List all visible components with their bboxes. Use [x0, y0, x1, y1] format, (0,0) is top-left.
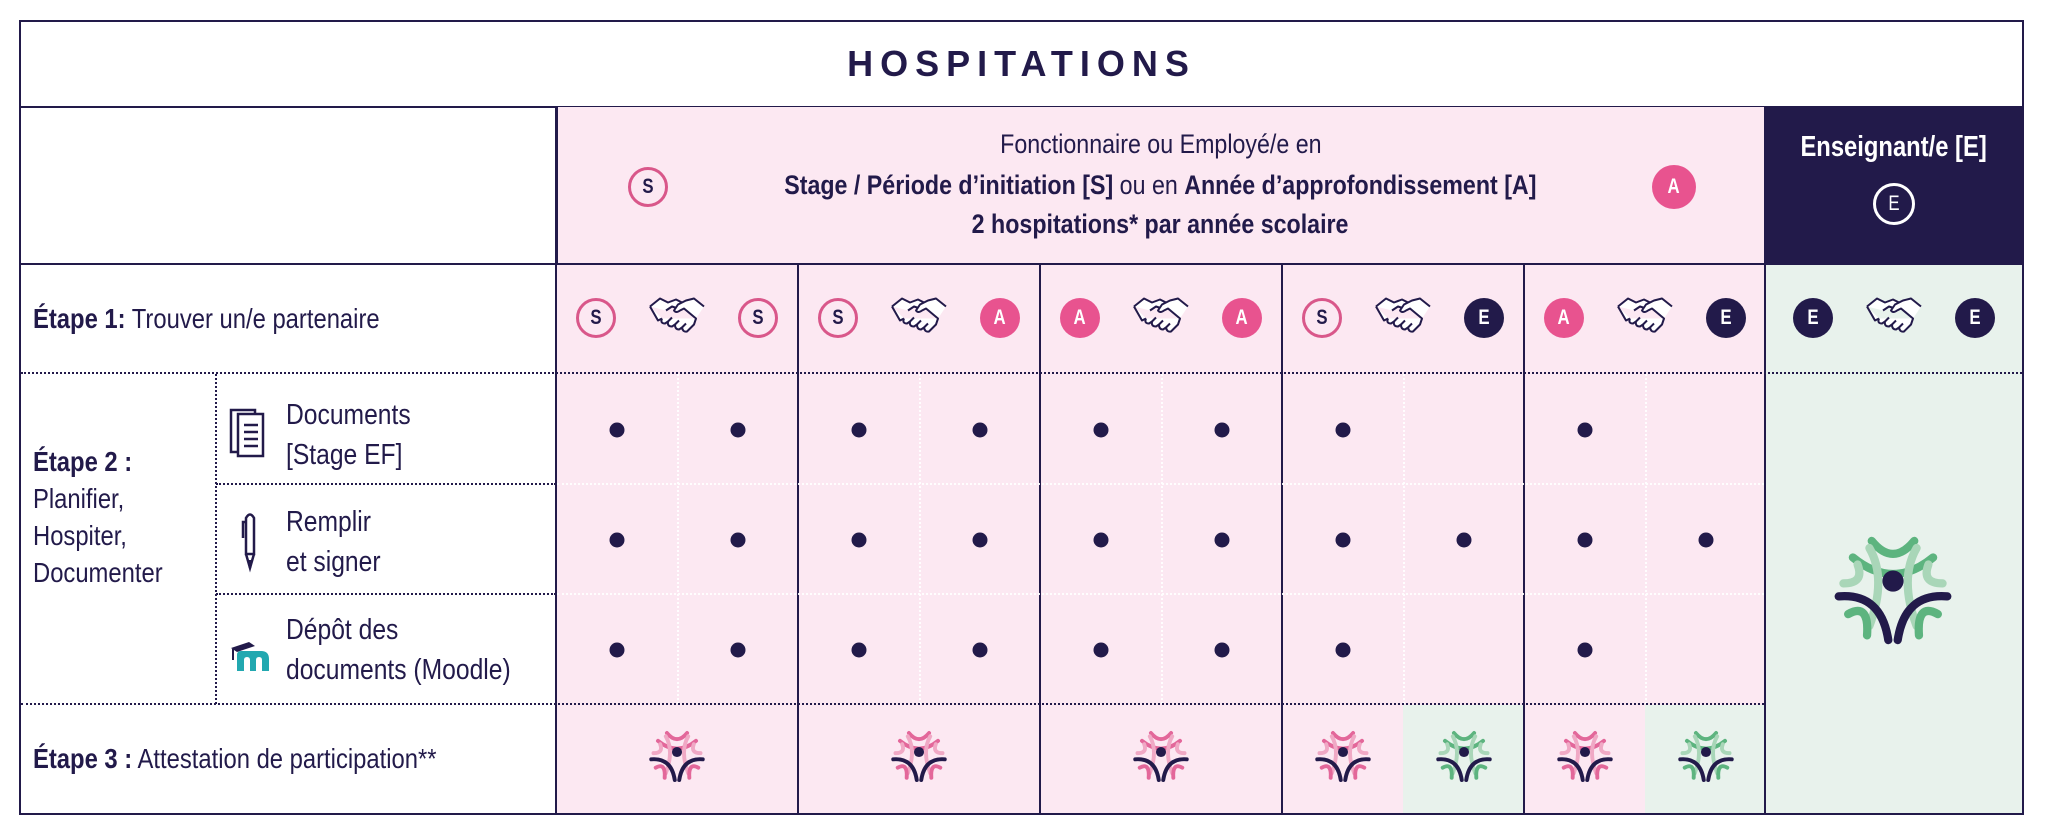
completion-dot — [1214, 642, 1230, 658]
attestation-teacher-half — [1645, 705, 1764, 813]
header-trainee-cell — [556, 107, 1765, 264]
moodle-icon — [229, 638, 273, 677]
completion-dot — [1093, 642, 1109, 658]
col-divider — [797, 264, 799, 814]
completion-dot — [1698, 532, 1714, 548]
handshake-icon — [1616, 295, 1674, 342]
badge-e: E — [1464, 298, 1504, 338]
green-attestation-logo-icon — [1678, 729, 1734, 790]
pink-attestation-logo-icon — [649, 729, 705, 790]
documents-icon — [229, 405, 273, 464]
completion-dot — [609, 642, 625, 658]
completion-dot — [1456, 532, 1472, 548]
trainee-body — [557, 265, 1764, 813]
badge-approfondissement: A — [1652, 165, 1696, 209]
badge-s: S — [576, 298, 616, 338]
attestation-teacher-half — [1403, 705, 1523, 813]
badge-e: E — [1955, 298, 1995, 338]
badge-s: S — [1302, 298, 1342, 338]
handshake-icon — [890, 295, 948, 342]
completion-dot — [1335, 422, 1351, 438]
badge-e: E — [1706, 298, 1746, 338]
col-divider — [1764, 107, 1766, 814]
col-divider — [1281, 264, 1283, 814]
teacher-label: Enseignant/e [E] — [1800, 131, 1988, 163]
completion-dot — [730, 422, 746, 438]
badge-e: E — [1793, 298, 1833, 338]
page-title: HOSPITATIONS — [847, 42, 1196, 84]
pink-attestation-logo-icon — [1133, 729, 1189, 790]
completion-dot — [972, 422, 988, 438]
completion-dot — [609, 532, 625, 548]
col-divider — [555, 107, 557, 814]
step2-label: Étape 2 : Planifier, Hospiter, Documente… — [33, 446, 163, 588]
substep-documents: Documents [Stage EF] — [286, 399, 411, 471]
pen-icon — [240, 510, 260, 579]
completion-dot — [1093, 532, 1109, 548]
completion-dot — [609, 422, 625, 438]
completion-dot — [1577, 532, 1593, 548]
pink-attestation-logo-icon — [1557, 729, 1613, 790]
completion-dot — [972, 642, 988, 658]
badge-stage: S — [628, 167, 668, 207]
header-line1: Fonctionnaire ou Employé/e en — [999, 129, 1322, 159]
completion-dot — [1577, 422, 1593, 438]
divider — [19, 263, 2024, 265]
completion-dot — [1577, 642, 1593, 658]
green-attestation-logo-icon — [1834, 532, 1952, 655]
header-line2: Stage / Période d’initiation [S] ou en A… — [784, 170, 1537, 200]
col-divider — [1523, 264, 1525, 814]
pink-attestation-logo-icon — [1315, 729, 1371, 790]
completion-dot — [730, 532, 746, 548]
handshake-icon — [1132, 295, 1190, 342]
badge-a: A — [980, 298, 1020, 338]
step3-label: Étape 3 : Attestation de participation** — [33, 743, 437, 774]
substep-moodle: Dépôt des documents (Moodle) — [286, 614, 511, 686]
badge-a: A — [1060, 298, 1100, 338]
green-attestation-logo-icon — [1436, 729, 1492, 790]
completion-dot — [1335, 642, 1351, 658]
table-frame — [19, 20, 2024, 815]
completion-dot — [1093, 422, 1109, 438]
badge-a: A — [1544, 298, 1584, 338]
completion-dot — [851, 642, 867, 658]
step1-label: Étape 1: Trouver un/e partenaire — [33, 303, 380, 334]
handshake-icon — [1865, 295, 1923, 342]
completion-dot — [851, 532, 867, 548]
badge-a: A — [1222, 298, 1262, 338]
completion-dot — [1214, 422, 1230, 438]
substep-sign: Remplir et signer — [286, 506, 381, 578]
header-line3: 2 hospitations* par année scolaire — [972, 209, 1349, 239]
completion-dot — [972, 532, 988, 548]
badge-teacher: E — [1873, 183, 1915, 225]
teacher-body — [1766, 265, 2022, 813]
completion-dot — [1335, 532, 1351, 548]
completion-dot — [1214, 532, 1230, 548]
handshake-icon — [1374, 295, 1432, 342]
col-divider — [1039, 264, 1041, 814]
completion-dot — [851, 422, 867, 438]
handshake-icon — [648, 295, 706, 342]
pink-attestation-logo-icon — [891, 729, 947, 790]
completion-dot — [730, 642, 746, 658]
badge-s: S — [818, 298, 858, 338]
badge-s: S — [738, 298, 778, 338]
